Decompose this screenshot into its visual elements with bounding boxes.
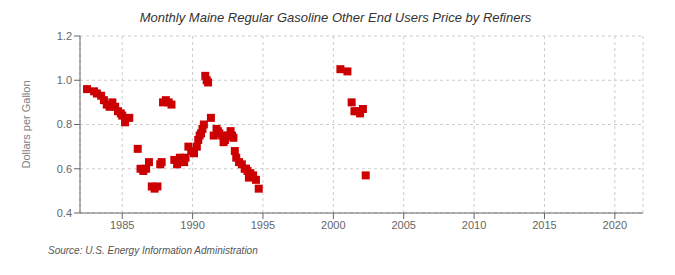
- svg-text:0.8: 0.8: [57, 118, 72, 130]
- svg-text:1990: 1990: [180, 219, 204, 231]
- svg-text:1.0: 1.0: [57, 74, 72, 86]
- svg-text:2005: 2005: [391, 219, 415, 231]
- svg-text:2015: 2015: [532, 219, 556, 231]
- svg-text:0.6: 0.6: [57, 163, 72, 175]
- html-text:Monthly Maine Regular Gasoline: Monthly Maine Regular Gasoline Other End…: [139, 10, 532, 25]
- svg-text:2010: 2010: [462, 219, 486, 231]
- svg-text:1995: 1995: [251, 219, 275, 231]
- svg-text:2020: 2020: [603, 219, 627, 231]
- svg-text:1.2: 1.2: [57, 30, 72, 42]
- svg-text:2000: 2000: [321, 219, 345, 231]
- html-text:Source: U.S. Energy Informatio: Source: U.S. Energy Information Administ…: [48, 245, 258, 256]
- svg-text:Dollars per Gallon: Dollars per Gallon: [20, 80, 32, 168]
- svg-text:0.4: 0.4: [57, 207, 72, 219]
- svg-text:1985: 1985: [110, 219, 134, 231]
